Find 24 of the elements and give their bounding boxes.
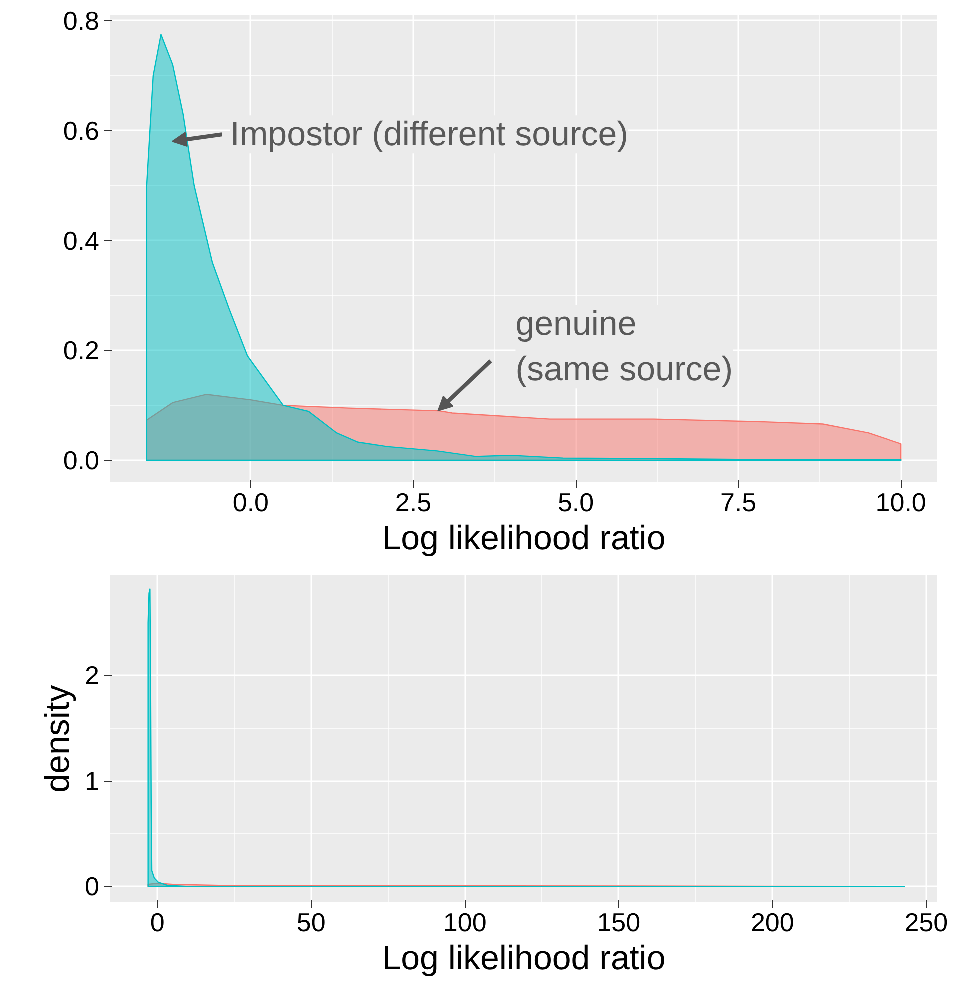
y-tick-label: 2 xyxy=(85,660,100,691)
x-tick-label: 200 xyxy=(750,908,794,938)
x-tick-label: 2.5 xyxy=(395,488,432,518)
y-axis-title: density xyxy=(39,685,78,793)
y-tick-label: 0.0 xyxy=(63,446,100,476)
x-tick-label: 5.0 xyxy=(558,488,594,518)
y-tick-label: 0.8 xyxy=(63,6,100,36)
x-tick-label: 100 xyxy=(443,908,487,938)
annotation: Impostor (different source) xyxy=(230,116,629,154)
y-tick-label: 0 xyxy=(85,872,100,902)
x-tick-label: 50 xyxy=(296,908,326,938)
x-tick-label: 10.0 xyxy=(876,488,926,518)
y-tick-label: 0.4 xyxy=(63,226,100,256)
x-tick-label: 250 xyxy=(904,908,948,938)
x-tick-label: 150 xyxy=(597,908,641,938)
y-tick-label: 1 xyxy=(85,766,100,796)
x-tick-label: 0 xyxy=(150,908,165,938)
y-tick-label: 0.6 xyxy=(63,116,100,146)
x-tick-label: 7.5 xyxy=(720,488,757,518)
y-tick-label: 0.2 xyxy=(63,336,100,366)
x-axis-title: Log likelihood ratio xyxy=(382,940,666,978)
x-tick-label: 0.0 xyxy=(232,488,270,518)
x-axis-title: Log likelihood ratio xyxy=(382,520,666,558)
annotation: genuine (same source) xyxy=(516,305,734,389)
